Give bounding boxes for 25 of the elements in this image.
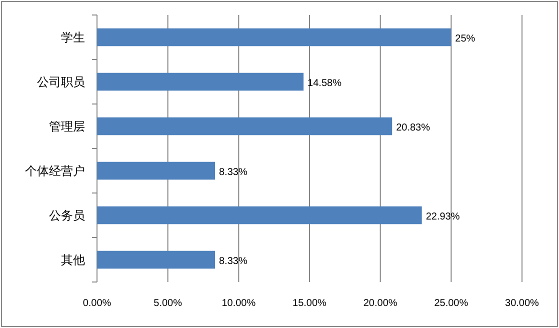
x-tick-label: 10.00% (222, 298, 256, 309)
x-tick-label: 30.00% (505, 298, 540, 309)
y-tick-label: 个体经营户 (25, 164, 85, 178)
bar (97, 117, 392, 136)
bar (97, 28, 452, 46)
data-label: 25% (455, 33, 476, 44)
bar (97, 250, 216, 269)
bar (97, 162, 216, 180)
y-tick-label: 管理层 (49, 119, 85, 134)
x-tick-label: 0.00% (82, 298, 112, 309)
data-label: 20.83% (396, 122, 430, 134)
x-tick-label: 15.00% (292, 298, 327, 309)
data-label: 8.33% (219, 166, 248, 178)
x-tick-label: 5.00% (154, 298, 182, 309)
data-label: 8.33% (219, 256, 248, 267)
y-tick-label: 公务员 (49, 208, 85, 222)
bar (97, 72, 304, 91)
y-tick-label: 公司职员 (37, 74, 85, 89)
y-tick-label: 其他 (61, 252, 85, 267)
data-label: 22.93% (426, 211, 460, 222)
x-tick-label: 25.00% (434, 298, 468, 309)
y-tick-label: 学生 (61, 30, 85, 44)
data-label: 14.58% (308, 78, 342, 89)
x-tick-label: 20.00% (363, 298, 398, 309)
bar (97, 206, 422, 224)
